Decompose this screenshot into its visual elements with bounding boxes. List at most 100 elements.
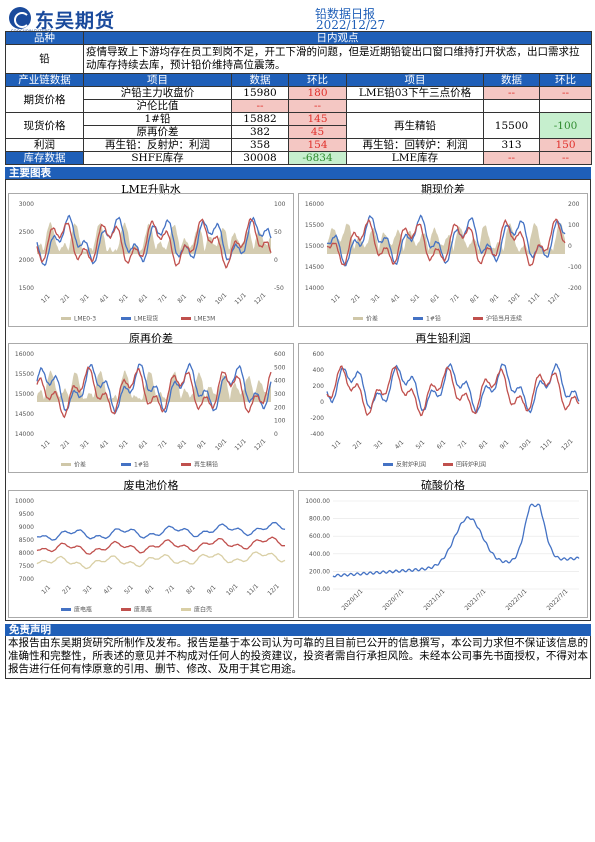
legend-label: 废白壳: [194, 606, 212, 614]
legend-swatch: [121, 608, 131, 611]
x-tick-label: 9/1: [489, 293, 501, 305]
y-tick-label: 1500: [19, 285, 34, 292]
x-tick-label: 7/1: [164, 584, 176, 596]
report-header: 东吴期货 SOOCHOW FUTURES 铅数据日报 2022/12/27: [5, 5, 590, 34]
x-tick-label: 11/1: [246, 583, 261, 598]
y-tick-label: 15500: [305, 222, 324, 229]
y-tick-label: 2000: [19, 257, 34, 264]
x-tick-label: 4/1: [389, 293, 401, 305]
y-tick-label: 400: [313, 367, 325, 374]
view-col-label: 品种: [5, 31, 84, 45]
x-tick-label: 11/1: [527, 292, 542, 307]
row-chg: -6834: [288, 151, 347, 165]
x-tick-label: 12/1: [560, 438, 575, 453]
chart-panel: 16000 15500 15000 14500 14000 200 100 0 -100 -200…: [298, 193, 588, 327]
y2-tick-label: 100: [274, 201, 286, 208]
x-tick-label: 6/1: [436, 439, 448, 451]
y-tick-label: 14500: [305, 264, 324, 271]
chart-title: 再生铅利润: [415, 332, 471, 345]
chart-panel: 1000.00 800.00 600.00 400.00 200.00 0.00 2020/…: [298, 490, 588, 618]
legend-label: 价差: [366, 315, 378, 323]
chart-sulfuric-acid: 1000.00 800.00 600.00 400.00 200.00 0.00 2020/…: [305, 498, 580, 612]
x-tick-label: 2022/1/1: [504, 588, 528, 612]
row-chg2: --: [538, 86, 593, 100]
row-value: --: [231, 99, 289, 113]
series-line: [326, 214, 566, 267]
x-tick-label: 10/1: [507, 292, 522, 307]
y-tick-label: 7000: [19, 576, 34, 583]
x-tick-label: 5/1: [118, 293, 130, 305]
legend-swatch: [61, 608, 71, 611]
x-tick-label: 8/1: [176, 293, 188, 305]
chart-title: 硫酸价格: [421, 479, 465, 492]
view-item: 铅: [5, 44, 84, 74]
y2-tick-label: 400: [274, 378, 286, 385]
x-tick-label: 7/1: [157, 293, 169, 305]
row-value2: --: [483, 86, 540, 100]
legend-swatch: [473, 317, 483, 320]
y2-tick-label: 50: [274, 229, 282, 236]
row-item2: 再生精铅: [346, 112, 484, 139]
series-line: [326, 362, 580, 414]
row-chg2: [538, 99, 593, 113]
row-item: 再生铅：反射炉：利润: [83, 138, 232, 152]
chart-title: 废电池价格: [123, 479, 179, 492]
chart-recycled-profit: 600 400 200 0 -200 -400 1/1 2/1 3/1 4/1 5/1 6/1 7/1 8…: [310, 351, 580, 469]
y-tick-label: 200: [313, 383, 325, 390]
group-profit: 利润: [5, 138, 84, 152]
y-tick-label: 7500: [19, 563, 34, 570]
th-chain: 产业链数据: [5, 73, 84, 87]
x-tick-label: 10/1: [518, 438, 533, 453]
legend-label: 沪铅当月连续: [486, 315, 522, 323]
row-chg: --: [288, 99, 347, 113]
x-tick-label: 2020/1/1: [340, 588, 364, 612]
disclaimer-header: 免责声明: [5, 624, 591, 636]
y2-tick-label: -50: [274, 285, 284, 292]
group-futures: 期货价格: [5, 86, 84, 113]
y2-tick-label: 600: [274, 351, 286, 358]
y2-tick-label: 300: [274, 391, 286, 398]
y2-tick-label: 200: [568, 201, 580, 208]
x-tick-label: 11/1: [233, 438, 248, 453]
series-line: [326, 365, 580, 417]
x-tick-label: 8/1: [176, 439, 188, 451]
row-value2: [483, 99, 540, 113]
disclaimer-text: 本报告由东吴期货研究所制作及发布。报告是基于本公司认为可靠的且目前已公开的信息撰…: [5, 636, 591, 679]
row-value: 30008: [231, 151, 289, 165]
logo-icon: [9, 7, 31, 29]
x-tick-label: 3/1: [82, 584, 94, 596]
legend-swatch: [181, 463, 191, 466]
chart-scrap-battery: 10000 9500 9000 8500 8000 7500 7000 1/1 2/1 3/1 4/…: [15, 498, 286, 614]
y2-tick-label: 100: [274, 418, 286, 425]
view-text: 疫情导致上下游均存在员工到岗不足，开工下滑的问题，但是近期铅锭出口窗口维持打开状…: [82, 44, 593, 74]
y-tick-label: 200.00: [309, 568, 330, 575]
row-chg2: --: [538, 151, 593, 165]
legend-label: 1#铅: [426, 315, 441, 323]
row-item2: 再生铅：回转炉：利润: [346, 138, 484, 152]
x-tick-label: 9/1: [206, 584, 218, 596]
legend-label: 废黑瓶: [134, 606, 152, 614]
row-item: SHFE库存: [83, 151, 232, 165]
x-tick-label: 2/1: [61, 584, 73, 596]
x-tick-label: 6/1: [137, 439, 149, 451]
legend-swatch: [121, 317, 131, 320]
chart-title: LME升贴水: [121, 183, 181, 196]
y-tick-label: 9500: [19, 511, 34, 518]
y2-tick-label: 0: [274, 431, 278, 438]
x-tick-label: 9/1: [196, 439, 208, 451]
x-tick-label: 11/1: [539, 438, 554, 453]
x-tick-label: 1/1: [330, 293, 342, 305]
charts-area: LME升贴水 期现价差 3000 2500 2000 1500 100 50 0 -50 1/1…: [5, 179, 591, 621]
series-area: [37, 222, 271, 254]
x-tick-label: 2020/7/1: [381, 588, 405, 612]
row-item2: LME库存: [346, 151, 484, 165]
row-value2: --: [483, 151, 540, 165]
th-item2: 项目: [346, 73, 484, 87]
x-tick-label: 3/1: [79, 293, 91, 305]
x-tick-label: 2/1: [352, 439, 364, 451]
th-chg: 环比: [288, 73, 347, 87]
y-tick-label: 14000: [305, 285, 324, 292]
x-tick-label: 4/1: [98, 293, 110, 305]
legend-swatch: [181, 317, 191, 320]
series-line: [36, 551, 286, 570]
